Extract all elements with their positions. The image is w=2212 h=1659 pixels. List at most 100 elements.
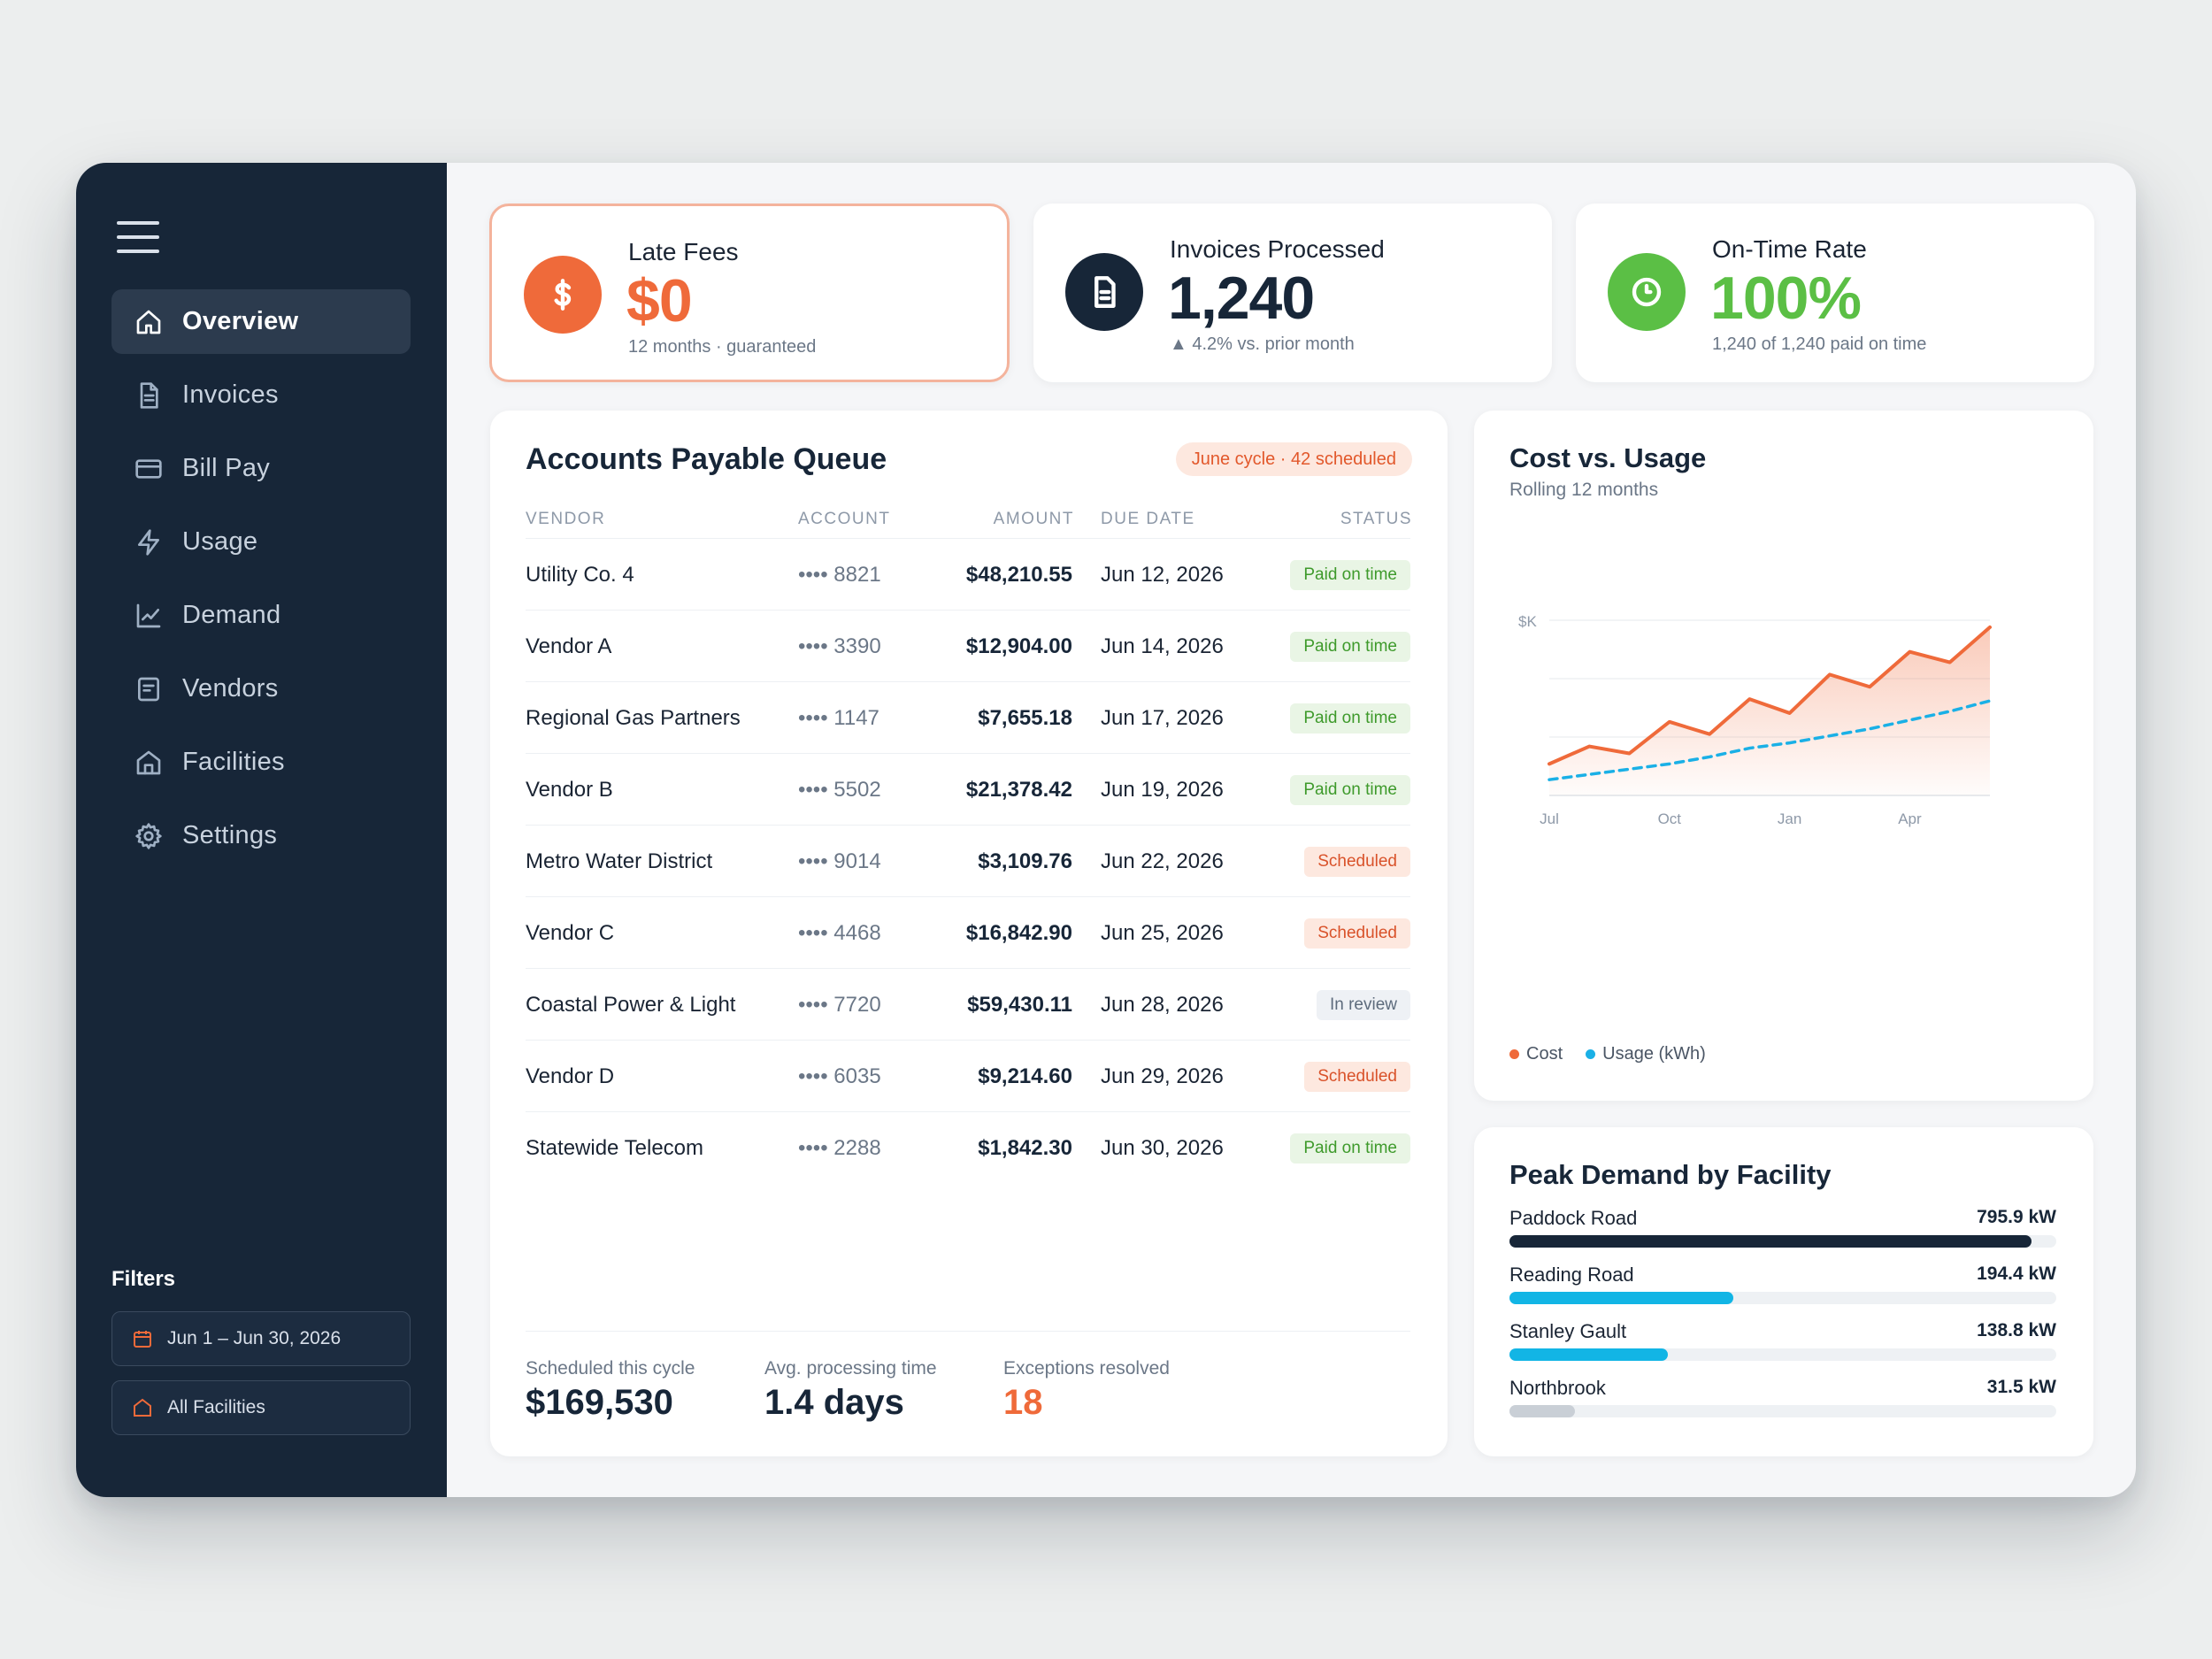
card-title: Cost vs. Usage	[1509, 442, 1707, 473]
x-tick-label: Oct	[1658, 810, 1682, 827]
vendor-cell: Coastal Power & Light	[526, 992, 736, 1017]
facility-demand-value: 194.4 kW	[1977, 1263, 2056, 1284]
sidebar: Overview Invoices Bill Pay Usage	[76, 163, 447, 1497]
column-header-account[interactable]: ACCOUNT	[798, 510, 891, 528]
due-date-cell: Jun 19, 2026	[1101, 777, 1224, 802]
demand-bar-track	[1509, 1405, 2056, 1417]
kpi-subtitle: 12 months · guaranteed	[628, 337, 817, 357]
kpi-value: $0	[626, 267, 693, 334]
date-range-filter[interactable]: Jun 1 – Jun 30, 2026	[111, 1311, 411, 1366]
column-header-amount[interactable]: AMOUNT	[993, 510, 1074, 528]
column-header-vendor[interactable]: VENDOR	[526, 510, 606, 528]
demand-bar-track	[1509, 1348, 2056, 1361]
sidebar-item-settings[interactable]: Settings	[111, 803, 411, 868]
status-cell: In review	[1316, 969, 1410, 1041]
status-cell: Scheduled	[1304, 1041, 1410, 1112]
status-badge: Paid on time	[1290, 1133, 1410, 1164]
vendor-cell: Metro Water District	[526, 849, 713, 873]
table-row[interactable]: Metro Water District •••• 9014 $3,109.76 Ju…	[526, 825, 1410, 896]
credit-card-icon	[133, 453, 165, 485]
demand-bar-fill	[1509, 1235, 2032, 1248]
facility-filter[interactable]: All Facilities	[111, 1380, 411, 1435]
due-date-cell: Jun 29, 2026	[1101, 1064, 1224, 1088]
account-cell: •••• 1147	[798, 705, 879, 730]
cycle-badge: June cycle · 42 scheduled	[1175, 442, 1412, 476]
table-row[interactable]: Statewide Telecom •••• 2288 $1,842.30 Jun 3…	[526, 1111, 1410, 1183]
dollar-icon	[524, 256, 602, 334]
card-title: Peak Demand by Facility	[1509, 1159, 1832, 1190]
column-header-due-date[interactable]: DUE DATE	[1101, 510, 1195, 528]
vendor-cell: Statewide Telecom	[526, 1135, 703, 1160]
column-header-status[interactable]: STATUS	[1340, 510, 1412, 528]
kpi-value: 100%	[1710, 265, 1862, 332]
table-row[interactable]: Vendor A •••• 3390 $12,904.00 Jun 14, 2026 P…	[526, 610, 1410, 681]
legend-swatch	[1509, 1049, 1519, 1059]
account-cell: •••• 4468	[798, 920, 881, 945]
card-subtitle: Rolling 12 months	[1509, 480, 1659, 500]
vendor-list-icon	[133, 673, 165, 705]
sidebar-item-label: Demand	[182, 601, 281, 629]
due-date-cell: Jun 17, 2026	[1101, 705, 1224, 730]
demand-bar-track	[1509, 1292, 2056, 1304]
legend-label: Cost	[1526, 1044, 1563, 1064]
vendor-cell: Utility Co. 4	[526, 562, 634, 587]
due-date-cell: Jun 30, 2026	[1101, 1135, 1224, 1160]
sidebar-item-vendors[interactable]: Vendors	[111, 657, 411, 721]
chart-legend: Cost Usage (kWh)	[1509, 1044, 1706, 1064]
account-cell: •••• 8821	[798, 562, 881, 587]
kpi-subtitle: ▲ 4.2% vs. prior month	[1170, 334, 1355, 354]
invoices-processed-card: Invoices Processed 1,240 ▲ 4.2% vs. prio…	[1033, 204, 1552, 382]
cost-usage-chart: $K Jul Oct Jan Apr	[1518, 613, 1992, 827]
kpi-title: On-Time Rate	[1712, 235, 1867, 263]
sidebar-item-label: Facilities	[182, 748, 285, 776]
sidebar-item-demand[interactable]: Demand	[111, 583, 411, 648]
due-date-cell: Jun 25, 2026	[1101, 920, 1224, 945]
processing-time-summary: Avg. processing time 1.4 days	[764, 1358, 937, 1423]
summary-label: Exceptions resolved	[1003, 1358, 1170, 1379]
date-range-label: Jun 1 – Jun 30, 2026	[167, 1328, 342, 1348]
sidebar-item-usage[interactable]: Usage	[111, 510, 411, 574]
table-row[interactable]: Vendor C •••• 4468 $16,842.90 Jun 25, 2026 S…	[526, 896, 1410, 968]
sidebar-item-bill-pay[interactable]: Bill Pay	[111, 436, 411, 501]
building-icon	[134, 1398, 151, 1417]
table-row[interactable]: Utility Co. 4 •••• 8821 $48,210.55 Jun 12, …	[526, 538, 1410, 610]
amount-cell: $16,842.90	[965, 920, 1072, 945]
account-cell: •••• 3390	[798, 634, 881, 658]
status-cell: Scheduled	[1304, 826, 1410, 897]
due-date-cell: Jun 12, 2026	[1101, 562, 1224, 587]
amount-cell: $7,655.18	[978, 705, 1072, 730]
status-badge: Scheduled	[1304, 1061, 1410, 1092]
amount-cell: $59,430.11	[967, 992, 1072, 1017]
account-cell: •••• 7720	[798, 992, 881, 1017]
status-badge: Paid on time	[1290, 631, 1410, 662]
gear-icon	[133, 820, 165, 852]
legend-item-usage[interactable]: Usage (kWh)	[1586, 1044, 1706, 1064]
cost-area	[1549, 626, 1990, 795]
scheduled-summary: Scheduled this cycle $169,530	[526, 1358, 695, 1423]
vendor-cell: Vendor D	[526, 1064, 615, 1088]
sidebar-item-overview[interactable]: Overview	[111, 289, 411, 354]
table-row[interactable]: Coastal Power & Light •••• 7720 $59,430.11…	[526, 968, 1410, 1040]
legend-item-cost[interactable]: Cost	[1509, 1044, 1563, 1064]
table-row[interactable]: Vendor D •••• 6035 $9,214.60 Jun 29, 2026 Sc…	[526, 1040, 1410, 1111]
summary-label: Avg. processing time	[764, 1358, 937, 1379]
cost-series-line	[1548, 625, 1992, 766]
summary-value: 1.4 days	[764, 1383, 904, 1422]
demand-bar-track	[1509, 1235, 2056, 1248]
vendor-cell: Vendor C	[526, 920, 615, 945]
status-cell: Scheduled	[1304, 897, 1410, 969]
sidebar-item-invoices[interactable]: Invoices	[111, 363, 411, 427]
table-row[interactable]: Regional Gas Partners •••• 1147 $7,655.18 J…	[526, 681, 1410, 753]
sidebar-item-facilities[interactable]: Facilities	[111, 730, 411, 795]
table-row[interactable]: Vendor B •••• 5502 $21,378.42 Jun 19, 2026 P…	[526, 753, 1410, 825]
calendar-icon	[134, 1331, 151, 1348]
facility-name: Paddock Road	[1509, 1207, 1638, 1229]
facility-name: Northbrook	[1509, 1377, 1606, 1399]
menu-icon[interactable]	[117, 221, 159, 253]
clock-icon	[1608, 253, 1686, 331]
account-cell: •••• 9014	[798, 849, 881, 873]
status-cell: Paid on time	[1290, 611, 1410, 682]
sidebar-item-label: Invoices	[182, 380, 279, 409]
amount-cell: $21,378.42	[965, 777, 1072, 802]
late-fees-card: Late Fees $0 12 months · guaranteed	[489, 204, 1010, 382]
